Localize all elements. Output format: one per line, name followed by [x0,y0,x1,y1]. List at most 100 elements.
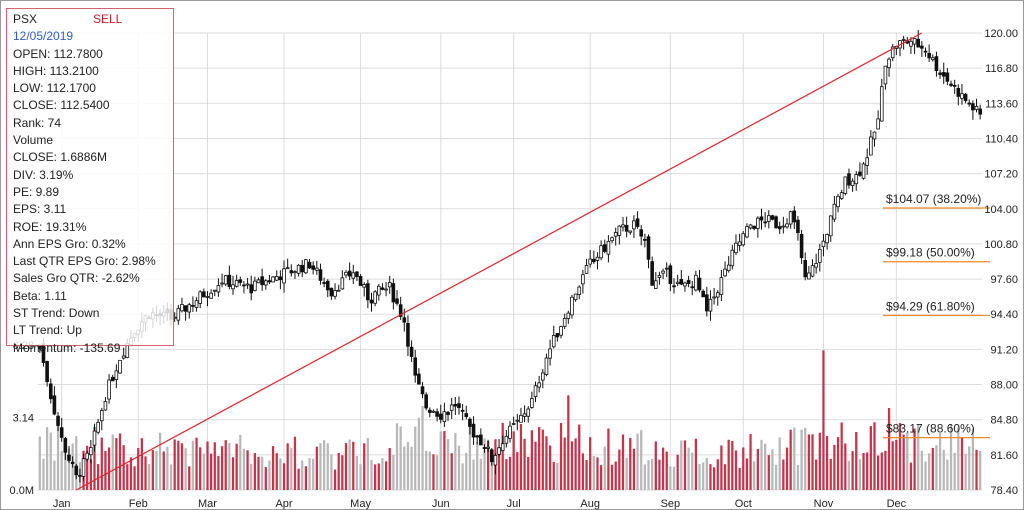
price-tick-label: 84.80 [990,415,1018,427]
price-candle-body [391,283,396,303]
price-candle-body [843,176,848,194]
volume-bar [191,440,195,490]
volume-bar [246,450,249,490]
volume-bar [465,452,468,490]
volume-bar [341,455,344,490]
volume-bar [866,452,869,490]
volume-bar [242,448,246,490]
volume-bar [330,454,333,490]
price-candle-body [872,131,877,140]
price-candle-body [555,333,560,338]
price-tick-label: 116.80 [985,63,1018,75]
price-tick-label: 94.40 [990,309,1018,321]
volume-bar [665,451,668,490]
volume-bar [53,460,56,490]
volume-bar [658,459,661,490]
price-candle-body [796,219,800,234]
volume-bar [979,450,982,490]
volume-bar [767,455,770,490]
price-candle-body [311,265,315,270]
volume-bar [312,458,315,490]
volume-bar [432,454,435,490]
volume-bar [815,459,818,490]
volume-bar [454,433,457,490]
volume-bar [942,449,945,490]
info-sales-gro-qtr: Sales Gro QTR: -2.62% [13,271,140,286]
volume-bar [410,446,413,490]
volume-bar [363,443,366,490]
volume-bar [607,428,610,490]
price-candle-body [118,359,122,374]
price-candle-body [369,299,374,304]
price-candle-body [901,39,906,41]
volume-bar [709,464,712,490]
price-candle-body [428,409,432,413]
volume-bar [931,447,934,490]
volume-bar [640,430,643,490]
volume-bar [527,456,530,490]
price-candle-body [544,357,549,375]
price-candle-body [336,289,341,292]
price-candle-body [748,224,753,229]
volume-bar [953,452,956,490]
volume-bar [173,439,176,490]
price-candle-body [194,300,199,308]
volume-bar [235,443,238,490]
price-candle-body [617,225,622,236]
price-candle-body [45,361,49,383]
volume-bar [505,459,508,490]
volume-bar [672,466,676,490]
price-candle-body [832,203,837,220]
volume-bar [56,420,60,490]
volume-bar [202,453,205,490]
volume-bar [60,450,63,490]
volume-bar [716,459,719,490]
volume-bar [319,443,322,490]
price-candle-body [770,215,775,220]
price-candle-body [548,348,552,359]
price-candle-body [938,72,942,75]
price-candle-body [256,279,261,284]
volume-bar [122,445,125,490]
price-candle-body [318,269,323,281]
volume-bar [290,448,293,490]
price-candle-body [380,287,385,290]
price-candle-body [705,294,709,312]
volume-bar [935,445,938,490]
price-candle-body [453,404,458,407]
price-candle-body [486,446,490,449]
price-candle-body [960,93,964,99]
volume-bar [268,460,271,490]
volume-bar [250,463,253,490]
volume-bar [370,460,373,490]
month-tick-label: Nov [814,498,834,510]
volume-bar [552,462,555,490]
info-beta: Beta: 1.11 [13,288,67,303]
info-panel: PSX SELL 12/05/2019 OPEN: 112.7800 HIGH:… [6,8,174,355]
volume-bar [100,437,103,490]
volume-bar [545,436,548,490]
volume-bar [530,430,533,490]
volume-bar [804,427,807,490]
month-tick-label: Mar [198,498,217,510]
price-candle-body [613,232,618,237]
price-candle-body [701,290,705,298]
price-candle-body [530,398,534,408]
price-candle-body [876,118,880,130]
volume-bar [691,452,694,490]
price-candle-body [967,102,972,105]
volume-bar [632,448,636,490]
volume-bar [107,447,111,490]
price-candle-body [635,218,640,227]
volume-bar [184,448,187,490]
price-candle-body [300,264,305,273]
price-candle-body [588,258,592,265]
info-close: CLOSE: 112.5400 [13,98,110,113]
volume-bar [625,457,628,490]
volume-bar [793,427,796,490]
price-candle-body [584,265,589,274]
volume-bar [840,422,843,490]
volume-bar [93,426,96,490]
price-candle-body [48,383,53,400]
ticker-symbol: PSX [13,12,38,26]
